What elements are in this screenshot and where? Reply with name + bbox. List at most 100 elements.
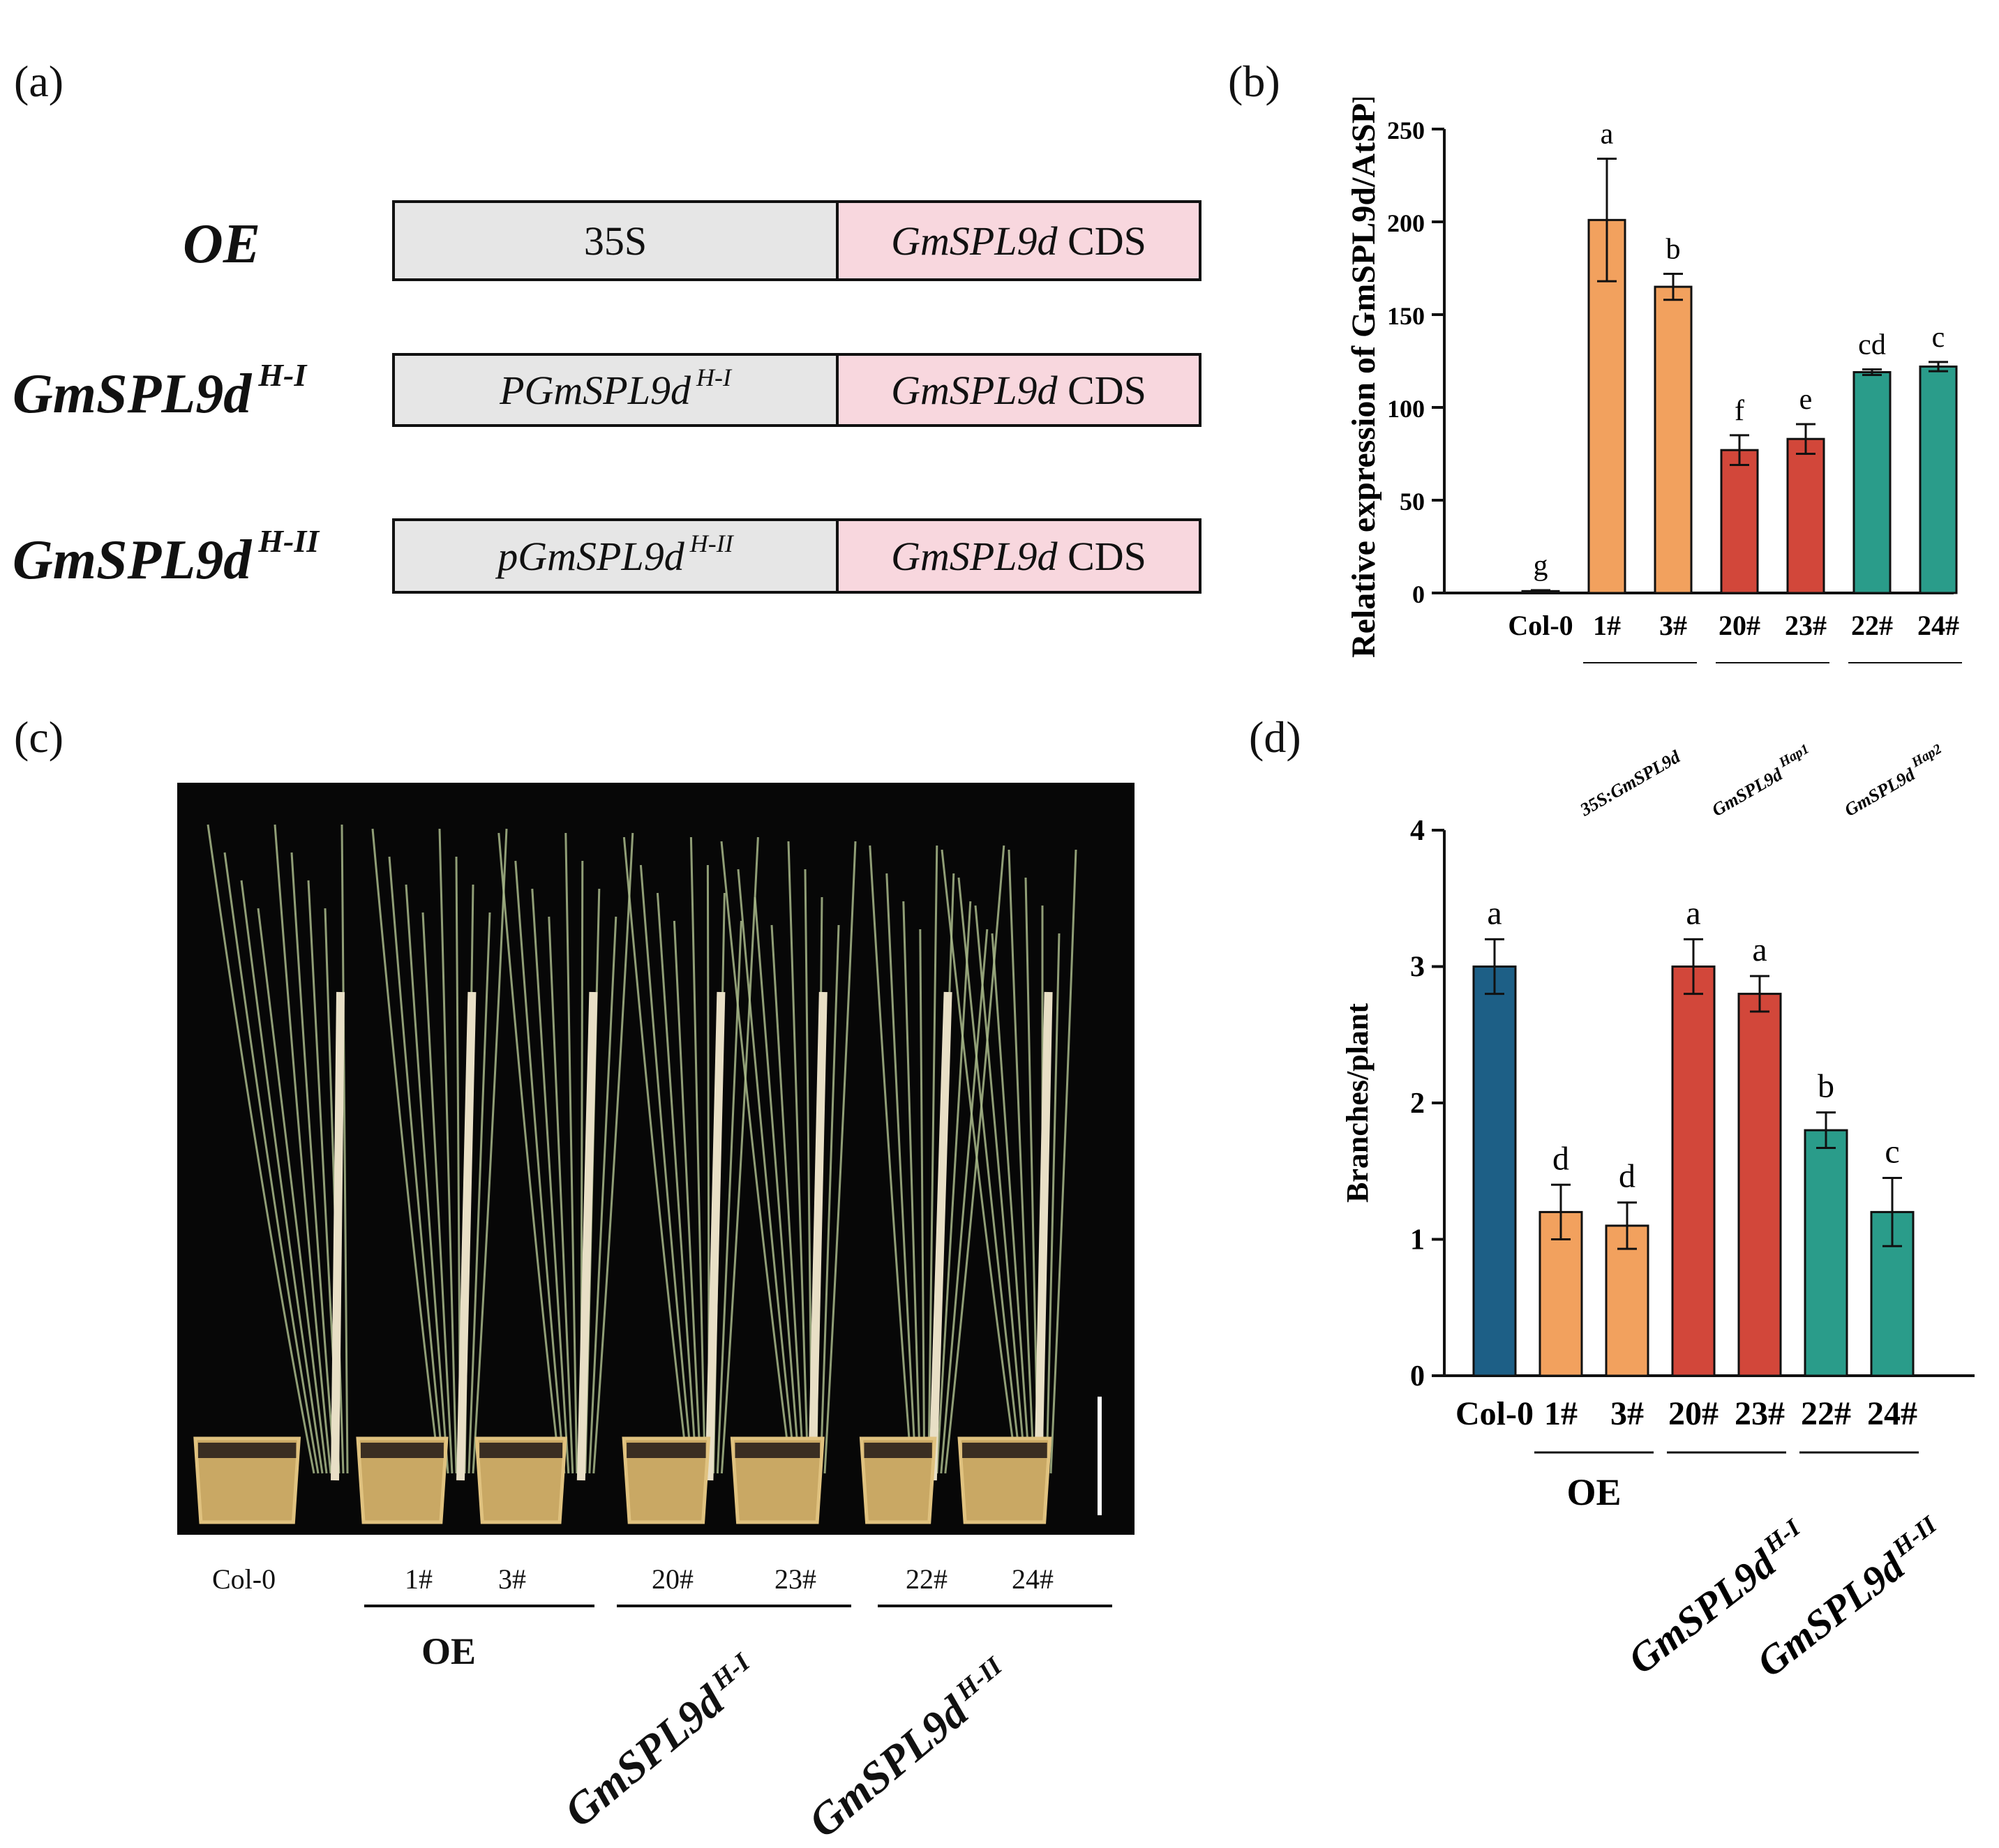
- y-axis-label: Relative expression of GmSPL9d/AtSPL9: [1345, 98, 1382, 658]
- group-label-sup: Hap2: [1908, 741, 1944, 770]
- plant-stem: [902, 901, 922, 1474]
- plant: [193, 824, 349, 1524]
- significance-letter: cd: [1858, 329, 1886, 361]
- group-label-sup: H-I: [706, 1647, 756, 1696]
- plant-stake: [1034, 991, 1053, 1481]
- plant: [941, 849, 1077, 1524]
- plant-stake: [928, 991, 952, 1481]
- significance-letter: g: [1534, 550, 1548, 582]
- bar: [1737, 993, 1782, 1377]
- bar: [1671, 966, 1716, 1377]
- significance-letter: c: [1932, 322, 1945, 354]
- pot-soil: [864, 1443, 932, 1458]
- cds-gene: GmSPL9d: [891, 218, 1058, 264]
- plant-pot: [356, 1436, 449, 1524]
- panel-label-c: (c): [14, 712, 64, 762]
- plant-stem: [223, 852, 320, 1474]
- group-label-sup: H-I: [1758, 1512, 1806, 1559]
- plant-stake: [808, 991, 828, 1481]
- construct-name-sup: H-II: [258, 523, 320, 559]
- significance-letter: a: [1686, 894, 1700, 931]
- plant-stake: [576, 991, 598, 1481]
- y-tick-label: 50: [1400, 488, 1425, 516]
- plant-stem: [467, 912, 491, 1474]
- construct-name-text: OE: [183, 213, 261, 275]
- category-label: 23#: [1785, 610, 1827, 641]
- plant-stem: [787, 841, 809, 1474]
- plant: [622, 836, 759, 1524]
- plant-stem: [472, 828, 508, 1474]
- promoter-box-35s: 35S: [392, 200, 839, 281]
- photo-label-col0: Col-0: [212, 1563, 276, 1595]
- group-label: OE: [1566, 1471, 1621, 1513]
- photo-label-3: 3#: [498, 1563, 526, 1595]
- bar: [1720, 449, 1759, 594]
- group-label-sup: H-II: [1887, 1510, 1943, 1562]
- y-axis-label: Branches/plant: [1340, 1003, 1375, 1203]
- plant-stem: [388, 856, 445, 1474]
- plant-stem: [639, 864, 694, 1474]
- significance-letter: b: [1666, 233, 1681, 265]
- group-label-text: GmSPL9d: [555, 1676, 733, 1837]
- plant-stem: [340, 824, 349, 1474]
- category-label: 1#: [1593, 610, 1621, 641]
- significance-letter: e: [1799, 384, 1813, 416]
- plant-stem: [622, 836, 689, 1474]
- plant-stem: [548, 916, 574, 1474]
- category-label: 23#: [1735, 1395, 1785, 1432]
- category-label: 22#: [1801, 1395, 1851, 1432]
- plant-pot: [957, 1436, 1052, 1524]
- photo-label-24: 24#: [1012, 1563, 1054, 1595]
- bar: [1654, 285, 1693, 594]
- photo-label-20: 20#: [652, 1563, 694, 1595]
- bar: [1605, 1224, 1649, 1377]
- plant-stem: [885, 873, 918, 1474]
- group-label-sup: Hap1: [1776, 741, 1811, 770]
- plant: [356, 828, 508, 1524]
- plant-pot: [474, 1436, 567, 1524]
- panel-label-a: (a): [14, 57, 64, 106]
- plant-stem: [207, 824, 315, 1474]
- bar: [1919, 365, 1958, 594]
- cds-gene: GmSPL9d: [891, 367, 1058, 413]
- plant-pot: [193, 1436, 301, 1524]
- panel-label-d: (d): [1249, 712, 1301, 762]
- pot-soil: [479, 1443, 563, 1458]
- plant-stem: [689, 836, 706, 1474]
- construct-name-sup: H-I: [258, 357, 307, 393]
- plant: [720, 841, 857, 1524]
- cds-gene: GmSPL9d: [891, 533, 1058, 579]
- plant-stem: [941, 849, 1019, 1474]
- cds-box-oe: GmSPL9d CDS: [836, 200, 1201, 281]
- y-tick-label: 0: [1412, 580, 1425, 608]
- plant-stem: [405, 884, 449, 1474]
- y-tick-label: 150: [1387, 302, 1425, 330]
- y-tick-label: 2: [1410, 1088, 1425, 1120]
- promoter-label: pGmSPL9d: [497, 533, 684, 579]
- plant-stake: [705, 991, 726, 1481]
- cds-box-h2: GmSPL9d CDS: [836, 518, 1201, 594]
- group-label-sup: H-II: [950, 1651, 1008, 1706]
- plant-pot: [622, 1436, 711, 1524]
- plant-stem: [720, 841, 793, 1474]
- pot-soil: [735, 1443, 821, 1458]
- significance-letter: a: [1601, 119, 1614, 151]
- plant: [474, 832, 634, 1524]
- chart-d-branches: 0 1 2 3 4 Branches/plant a Col-0 d 1# d 3# a 20# a 23# b…: [1340, 815, 1975, 1685]
- category-label: Col-0: [1508, 610, 1573, 641]
- plant-stem: [1049, 849, 1077, 1474]
- bar: [1804, 1129, 1848, 1377]
- plant-stem: [673, 920, 702, 1474]
- panel-label-b: (b): [1228, 57, 1280, 106]
- plant-stem: [514, 860, 566, 1474]
- plant-stem: [421, 912, 454, 1474]
- plant-stem: [257, 908, 328, 1474]
- promoter-box-h2: pGmSPL9d H-II: [392, 518, 839, 594]
- construct-name-h2: GmSPL9d H-II: [13, 523, 319, 592]
- plant-stem: [936, 901, 972, 1474]
- plant-stem: [1045, 933, 1061, 1474]
- significance-letter: a: [1487, 894, 1502, 931]
- bar: [1786, 437, 1825, 594]
- cds-suffix: CDS: [1057, 367, 1146, 413]
